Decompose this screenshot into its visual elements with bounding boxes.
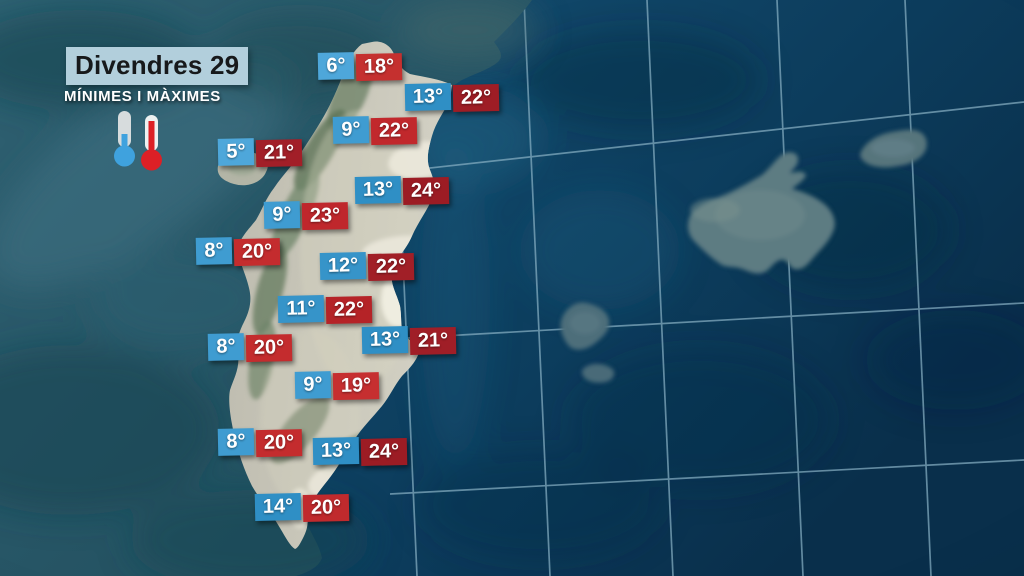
temp-label: 11° 22° bbox=[277, 294, 373, 325]
min-temp-value: 14° bbox=[254, 493, 302, 521]
temp-label: 14° 20° bbox=[254, 492, 350, 523]
max-temp-value: 22° bbox=[367, 253, 415, 281]
max-temp-value: 24° bbox=[360, 438, 408, 466]
temp-label: 9° 19° bbox=[294, 370, 380, 401]
island-menorca bbox=[860, 129, 927, 168]
island-ibiza bbox=[560, 302, 610, 350]
max-temp-value: 18° bbox=[355, 53, 403, 82]
min-temp-value: 8° bbox=[207, 333, 245, 361]
temp-label: 9° 23° bbox=[263, 200, 349, 231]
min-temp-value: 9° bbox=[263, 201, 301, 229]
thermometer-icons bbox=[104, 108, 176, 172]
min-temp-value: 13° bbox=[312, 437, 360, 465]
temp-label: 13° 21° bbox=[361, 325, 457, 356]
max-temp-value: 22° bbox=[452, 84, 500, 112]
min-temp-value: 13° bbox=[404, 83, 452, 111]
max-thermometer-icon bbox=[141, 115, 162, 171]
max-temp-value: 20° bbox=[233, 238, 281, 267]
temp-label: 8° 20° bbox=[207, 332, 293, 363]
min-temp-value: 8° bbox=[217, 428, 255, 456]
island-formentera bbox=[581, 363, 615, 383]
max-temp-value: 21° bbox=[255, 139, 303, 168]
max-temp-value: 20° bbox=[302, 494, 350, 522]
min-temp-value: 13° bbox=[361, 326, 409, 354]
max-temp-value: 21° bbox=[409, 327, 457, 355]
max-temp-value: 22° bbox=[325, 296, 373, 324]
max-temp-value: 19° bbox=[332, 372, 380, 401]
temp-label: 13° 24° bbox=[312, 436, 408, 467]
temp-label: 13° 24° bbox=[354, 175, 450, 206]
max-temp-value: 20° bbox=[255, 429, 303, 458]
min-temp-value: 13° bbox=[354, 176, 402, 204]
temp-label: 12° 22° bbox=[319, 251, 415, 282]
temp-label: 6° 18° bbox=[317, 51, 403, 82]
temp-label: 8° 20° bbox=[195, 236, 281, 267]
min-temp-value: 12° bbox=[319, 252, 367, 280]
max-temp-value: 24° bbox=[402, 177, 450, 205]
temp-label: 13° 22° bbox=[404, 82, 500, 113]
temp-label: 9° 22° bbox=[332, 115, 418, 146]
min-temp-value: 11° bbox=[277, 295, 325, 323]
min-temp-value: 8° bbox=[195, 237, 233, 265]
island-mallorca bbox=[688, 152, 835, 274]
min-thermometer-icon bbox=[114, 111, 135, 167]
temp-label: 8° 20° bbox=[217, 427, 303, 458]
min-temp-value: 5° bbox=[217, 138, 255, 166]
max-temp-value: 20° bbox=[245, 334, 293, 363]
min-temp-value: 6° bbox=[317, 52, 355, 80]
minmax-subtitle: MÍNIMES I MÀXIMES bbox=[64, 88, 221, 105]
min-temp-value: 9° bbox=[294, 371, 332, 399]
max-temp-value: 22° bbox=[370, 117, 418, 146]
max-temp-value: 23° bbox=[301, 202, 349, 231]
day-title: Divendres 29 bbox=[66, 47, 249, 85]
min-temp-value: 9° bbox=[332, 116, 370, 144]
temp-label: 5° 21° bbox=[217, 137, 303, 168]
